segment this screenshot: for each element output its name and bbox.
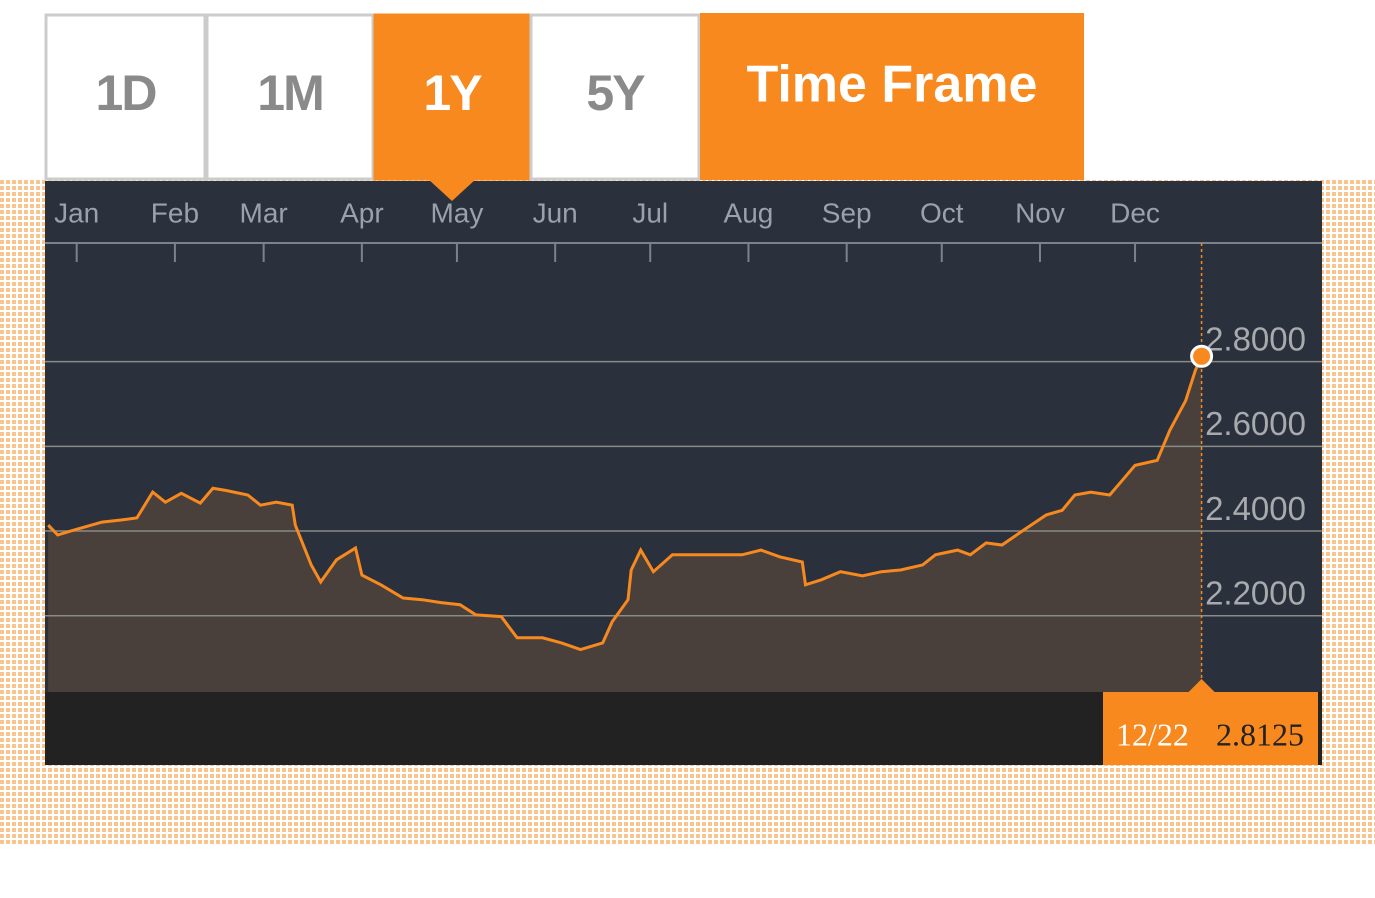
x-tick-label: Dec <box>1110 197 1160 228</box>
x-tick-label: Jun <box>533 197 578 228</box>
button-box <box>44 13 207 181</box>
time-button[interactable]: 5Y <box>529 13 701 181</box>
value-badge <box>1103 692 1318 765</box>
badge-date: 12/22 <box>1116 716 1189 752</box>
toolbar: 1D 1M 1Y 5Y Time Frame <box>44 13 1084 201</box>
plot: Jan Feb Mar Apr May Jun Jul Aug Sep Oct Nov Dec 2.20… <box>45 197 1322 765</box>
y-tick-label: 2.2000 <box>1205 574 1306 611</box>
button-label: 1Y <box>423 65 482 121</box>
badge-pointer <box>1188 679 1215 692</box>
y-tick-label: 2.4000 <box>1205 490 1306 527</box>
x-tick-label: Feb <box>151 197 199 228</box>
button-label: 1M <box>257 65 322 121</box>
time-button[interactable]: 1D <box>44 13 207 181</box>
x-tick-label: Apr <box>340 197 384 228</box>
time-button[interactable]: 1M <box>205 13 375 181</box>
x-tick-label: Jul <box>632 197 668 228</box>
y-tick-label: 2.8000 <box>1205 320 1306 357</box>
button-label: 1D <box>96 65 157 121</box>
area <box>48 356 1202 692</box>
x-tick-label: Oct <box>920 197 964 228</box>
toolbar-label: Time Frame <box>747 56 1038 114</box>
x-tick-label: Nov <box>1015 197 1065 228</box>
last-point <box>1190 344 1214 368</box>
time-button[interactable]: 1Y <box>373 13 531 201</box>
label-box <box>700 13 1084 180</box>
button-box <box>205 13 375 181</box>
badge-value: 2.8125 <box>1216 716 1304 752</box>
x-tick-label: Sep <box>822 197 872 228</box>
selected-pointer <box>428 179 476 201</box>
x-tick-label: May <box>430 197 483 228</box>
y-tick-label: 2.6000 <box>1205 405 1306 442</box>
button-label: 5Y <box>586 65 645 121</box>
line <box>47 355 1203 652</box>
x-tick-label: Aug <box>724 197 774 228</box>
x-tick-label: Mar <box>240 197 288 228</box>
x-tick-label: Jan <box>54 197 99 228</box>
button-box <box>529 13 701 181</box>
